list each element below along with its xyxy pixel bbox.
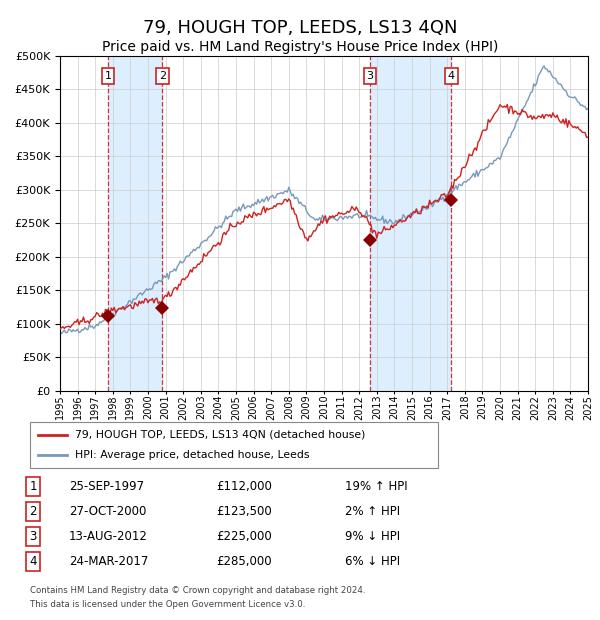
Bar	[108, 56, 163, 391]
Text: 9% ↓ HPI: 9% ↓ HPI	[345, 530, 400, 542]
Text: 2: 2	[159, 71, 166, 81]
Text: Price paid vs. HM Land Registry's House Price Index (HPI): Price paid vs. HM Land Registry's House …	[102, 40, 498, 53]
Text: Contains HM Land Registry data © Crown copyright and database right 2024.: Contains HM Land Registry data © Crown c…	[30, 586, 365, 595]
Text: 3: 3	[29, 530, 37, 542]
Text: £285,000: £285,000	[216, 555, 272, 567]
Text: This data is licensed under the Open Government Licence v3.0.: This data is licensed under the Open Gov…	[30, 600, 305, 609]
Text: 79, HOUGH TOP, LEEDS, LS13 4QN (detached house): 79, HOUGH TOP, LEEDS, LS13 4QN (detached…	[75, 430, 365, 440]
Text: 79, HOUGH TOP, LEEDS, LS13 4QN: 79, HOUGH TOP, LEEDS, LS13 4QN	[143, 19, 457, 37]
Text: 27-OCT-2000: 27-OCT-2000	[69, 505, 146, 518]
Text: HPI: Average price, detached house, Leeds: HPI: Average price, detached house, Leed…	[75, 450, 310, 460]
Text: 2: 2	[29, 505, 37, 518]
Text: 1: 1	[104, 71, 112, 81]
Text: £112,000: £112,000	[216, 480, 272, 493]
Text: 3: 3	[367, 71, 374, 81]
Text: 1: 1	[29, 480, 37, 493]
Text: £123,500: £123,500	[216, 505, 272, 518]
Text: 13-AUG-2012: 13-AUG-2012	[69, 530, 148, 542]
Text: 6% ↓ HPI: 6% ↓ HPI	[345, 555, 400, 567]
Text: 25-SEP-1997: 25-SEP-1997	[69, 480, 144, 493]
Text: 2% ↑ HPI: 2% ↑ HPI	[345, 505, 400, 518]
Text: 4: 4	[448, 71, 455, 81]
Text: 19% ↑ HPI: 19% ↑ HPI	[345, 480, 407, 493]
FancyBboxPatch shape	[30, 422, 438, 468]
Text: 24-MAR-2017: 24-MAR-2017	[69, 555, 148, 567]
Text: 4: 4	[29, 555, 37, 567]
Bar	[370, 56, 451, 391]
Text: £225,000: £225,000	[216, 530, 272, 542]
